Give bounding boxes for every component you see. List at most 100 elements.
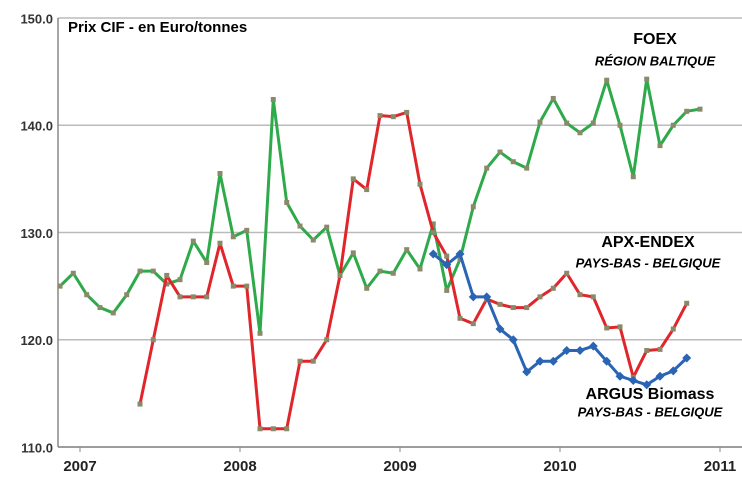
point <box>644 347 650 353</box>
point <box>177 294 183 300</box>
point <box>657 346 663 352</box>
point <box>390 114 396 120</box>
point <box>628 376 638 386</box>
point <box>602 356 612 366</box>
point <box>644 76 650 82</box>
point <box>577 130 583 136</box>
point <box>404 109 410 115</box>
point <box>457 256 463 262</box>
point <box>670 326 676 332</box>
point <box>110 310 116 316</box>
point <box>297 358 303 364</box>
point <box>284 426 290 432</box>
chart-title: Prix CIF - en Euro/tonnes <box>68 19 247 36</box>
point <box>604 77 610 83</box>
point <box>324 224 330 230</box>
point <box>350 250 356 256</box>
point <box>495 324 505 334</box>
point <box>230 283 236 289</box>
point <box>668 366 678 376</box>
point <box>564 120 570 126</box>
point <box>257 426 263 432</box>
point <box>137 268 143 274</box>
point <box>617 324 623 330</box>
point <box>455 249 465 259</box>
y-tick-label: 150.0 <box>20 11 53 26</box>
point <box>684 300 690 306</box>
point <box>430 230 436 235</box>
point <box>204 294 210 300</box>
x-tick-label: 2009 <box>383 458 416 475</box>
x-tick-label: 2011 <box>704 458 737 475</box>
point <box>442 260 452 270</box>
annotation: PAYS-BAS - BELGIQUE <box>576 255 721 270</box>
y-tick-label: 140.0 <box>20 119 53 134</box>
point <box>230 234 236 240</box>
y-tick-label: 110.0 <box>21 440 53 455</box>
series-label: ARGUS Biomass <box>586 386 715 403</box>
point <box>97 305 103 311</box>
point <box>510 305 516 311</box>
point <box>657 143 663 149</box>
point <box>497 149 503 155</box>
point <box>550 285 556 291</box>
point <box>655 371 665 381</box>
point <box>244 283 250 289</box>
y-tick-label: 130.0 <box>20 226 53 241</box>
point <box>310 358 316 364</box>
x-tick-label: 2008 <box>223 458 256 475</box>
point <box>84 292 90 298</box>
point <box>124 292 130 298</box>
annotation: PAYS-BAS - BELGIQUE <box>578 404 723 419</box>
point <box>270 97 276 103</box>
series-label: FOEX <box>633 31 677 48</box>
point <box>164 281 170 287</box>
point <box>70 270 76 276</box>
series-label: APX-ENDEX <box>601 234 695 251</box>
point <box>604 325 610 331</box>
point <box>417 181 423 187</box>
point <box>482 292 492 302</box>
point <box>390 270 396 276</box>
point <box>457 315 463 321</box>
point <box>217 171 223 177</box>
annotation: RÉGION BALTIQUE <box>595 53 716 68</box>
point <box>444 287 450 293</box>
point <box>430 221 436 227</box>
point <box>497 301 503 307</box>
point <box>137 401 143 407</box>
point <box>468 292 478 302</box>
point <box>684 108 690 114</box>
point <box>270 426 276 432</box>
point <box>284 199 290 205</box>
point <box>190 238 196 244</box>
point <box>404 247 410 253</box>
point <box>417 266 423 272</box>
point <box>535 356 545 366</box>
point <box>377 268 383 274</box>
series-line <box>138 110 689 431</box>
point <box>257 330 263 336</box>
point <box>562 345 572 355</box>
point <box>204 260 210 266</box>
point <box>564 270 570 276</box>
point <box>484 165 490 171</box>
point <box>364 285 370 291</box>
point <box>524 165 530 171</box>
series-line <box>432 252 688 387</box>
point <box>510 159 516 165</box>
point <box>164 272 170 278</box>
point <box>444 253 450 259</box>
point <box>590 120 596 126</box>
point <box>670 122 676 128</box>
point <box>217 240 223 246</box>
point <box>630 174 636 180</box>
point <box>522 367 532 377</box>
point <box>190 294 196 300</box>
point <box>377 113 383 119</box>
point <box>297 223 303 229</box>
point <box>150 337 156 343</box>
point <box>508 335 518 345</box>
point <box>57 283 63 289</box>
